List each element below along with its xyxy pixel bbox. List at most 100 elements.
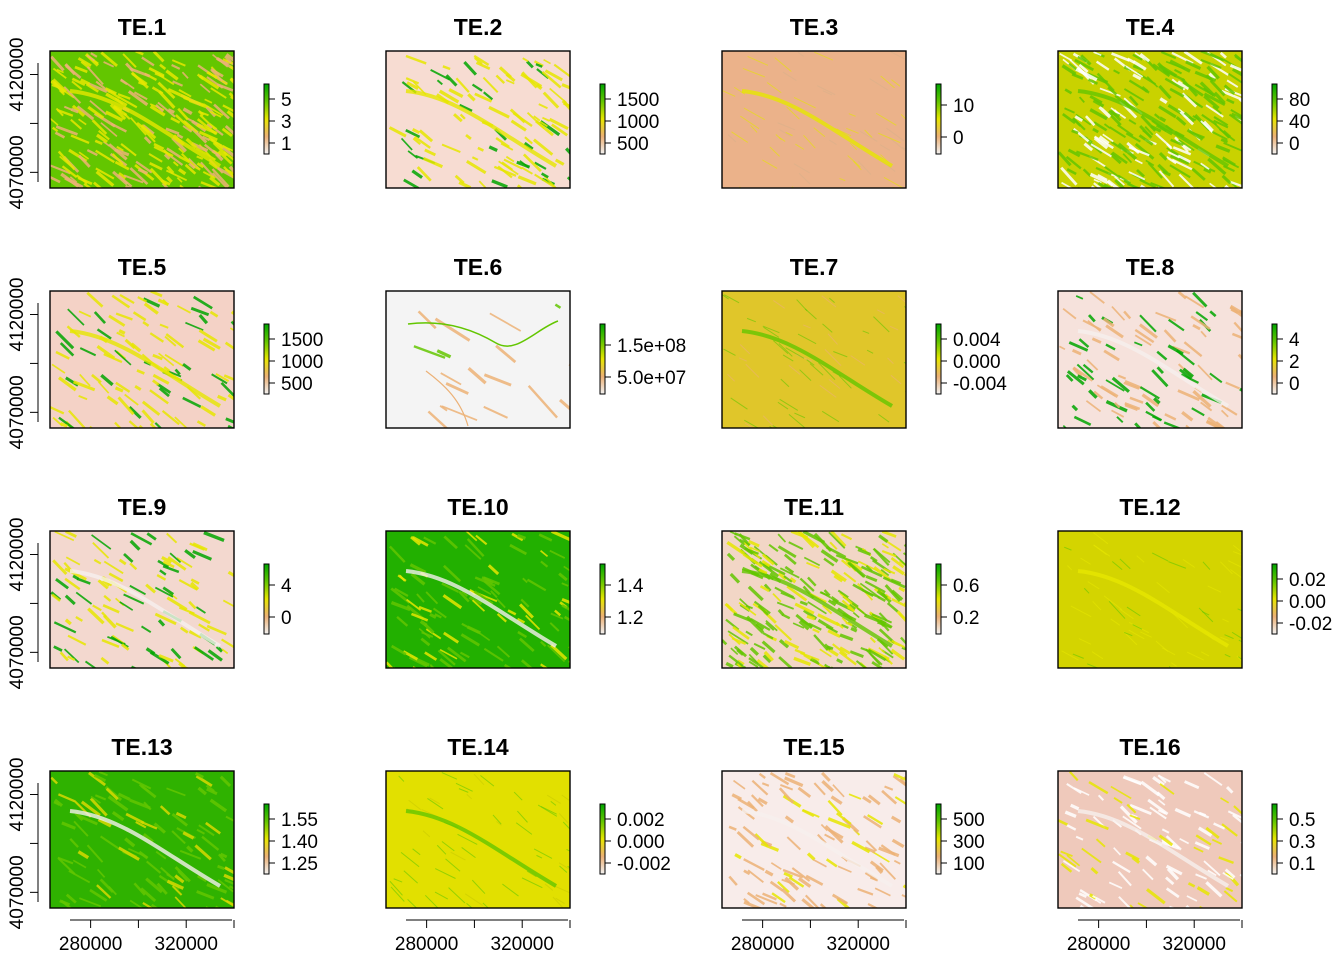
raster-streak — [778, 136, 786, 142]
raster-streak — [1165, 60, 1185, 70]
raster-streak — [845, 621, 853, 627]
raster-streak — [156, 573, 167, 581]
raster-streak — [865, 565, 873, 572]
raster-streak — [498, 160, 519, 176]
raster-streak — [555, 897, 565, 904]
raster-streak — [1132, 73, 1142, 81]
raster-streak — [87, 82, 108, 93]
raster-streak — [1165, 887, 1180, 899]
raster-streak — [802, 808, 820, 818]
raster-streak — [1170, 138, 1184, 147]
raster-streak — [1068, 341, 1089, 352]
raster-streak — [821, 410, 840, 423]
legend-colorbar — [263, 83, 270, 155]
raster-streak — [467, 367, 487, 385]
legend-colorbar — [935, 803, 942, 875]
raster-streak — [496, 821, 502, 826]
raster-streak — [852, 611, 860, 619]
raster-streak — [1225, 886, 1234, 893]
raster-streak — [54, 531, 75, 542]
raster-streak — [137, 167, 149, 175]
raster-streak — [1228, 72, 1242, 84]
raster-streak — [562, 821, 570, 830]
raster-streak — [1124, 402, 1141, 411]
raster-streak — [167, 556, 187, 571]
raster-streak — [723, 348, 736, 356]
raster-streak — [460, 633, 481, 647]
raster-streak — [50, 117, 59, 126]
raster-streak — [181, 153, 196, 168]
raster-streak — [871, 613, 893, 624]
raster-streak — [518, 603, 534, 619]
raster-streak — [1110, 618, 1121, 626]
raster-streak — [769, 146, 780, 157]
raster-streak — [441, 405, 478, 421]
raster-streak — [780, 378, 790, 388]
raster-streak — [129, 167, 149, 185]
raster-streak — [198, 623, 210, 632]
raster-streak — [761, 559, 771, 568]
raster-streak — [525, 614, 541, 631]
raster-streak — [188, 629, 202, 639]
raster-streak — [746, 317, 757, 323]
raster-streak — [1195, 101, 1204, 109]
raster-streak — [164, 335, 177, 347]
raster-streak — [1075, 835, 1084, 841]
raster-streak — [165, 169, 188, 182]
raster-streak — [149, 105, 166, 117]
raster-streak — [1207, 416, 1225, 428]
raster-streak — [1080, 557, 1091, 565]
raster-streak — [526, 870, 537, 878]
raster-streak — [1165, 864, 1183, 876]
panel-title: TE.8 — [1126, 254, 1175, 280]
raster-streak — [542, 91, 560, 109]
raster-streak — [458, 590, 470, 603]
raster-streak — [130, 532, 153, 546]
raster-streak — [764, 554, 778, 566]
raster-streak — [1131, 813, 1138, 819]
legend-label: 0 — [281, 608, 292, 629]
raster-streak — [1128, 629, 1145, 640]
raster-streak — [561, 83, 570, 90]
raster-streak — [55, 125, 78, 136]
raster-streak — [171, 885, 183, 896]
raster-streak — [1066, 783, 1082, 795]
raster-streak — [50, 164, 71, 175]
raster-streak — [441, 582, 459, 593]
raster-streak — [513, 791, 523, 801]
raster-streak — [50, 406, 65, 415]
raster-streak — [1145, 410, 1163, 422]
raster-streak — [1159, 116, 1167, 123]
raster-streak — [559, 865, 568, 873]
raster-streak — [841, 617, 848, 624]
raster-river — [425, 370, 469, 427]
raster-streak — [218, 853, 226, 862]
raster-streak — [785, 347, 805, 359]
raster-streak — [830, 795, 843, 805]
raster-streak — [149, 389, 169, 405]
raster-streak — [778, 787, 795, 804]
raster-streak — [1065, 155, 1082, 170]
raster-streak — [1207, 157, 1227, 176]
raster-streak — [149, 332, 165, 343]
raster-streak — [786, 836, 801, 851]
panel-frame — [49, 770, 235, 909]
raster-streak — [439, 658, 453, 668]
raster-streak — [86, 54, 95, 62]
raster-streak — [836, 658, 844, 664]
raster-streak — [1059, 52, 1073, 62]
raster-streak — [1067, 565, 1073, 571]
raster-streak — [77, 57, 92, 67]
raster-streak — [1182, 81, 1204, 97]
raster-streak — [72, 574, 80, 581]
raster-streak — [1134, 159, 1143, 165]
raster-streak — [195, 606, 206, 614]
raster-streak — [1139, 314, 1157, 333]
raster-streak — [69, 176, 78, 183]
raster-streak — [229, 77, 234, 85]
raster-streak — [114, 160, 130, 171]
raster-streak — [145, 877, 163, 894]
panel-10: TE.101.41.2 — [385, 494, 644, 669]
raster-streak — [1222, 156, 1236, 167]
raster-streak — [1147, 798, 1169, 816]
